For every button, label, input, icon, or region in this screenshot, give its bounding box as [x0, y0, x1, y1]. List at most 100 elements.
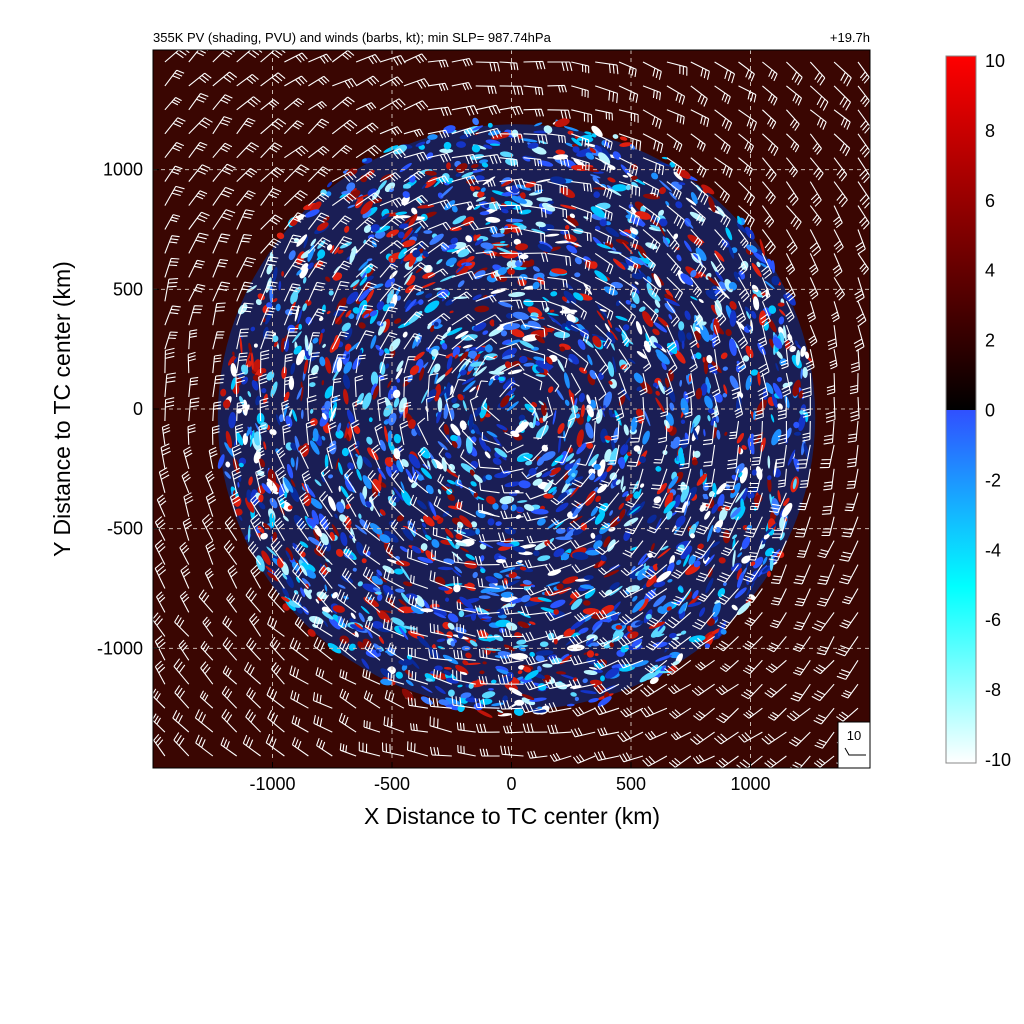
- wind-barb: [417, 447, 429, 470]
- pv-patch: [460, 671, 468, 676]
- pv-patch: [629, 227, 638, 235]
- wind-barb: [626, 444, 644, 467]
- wind-barb: [355, 330, 375, 350]
- wind-barb: [571, 85, 589, 98]
- pv-patch: [600, 675, 605, 682]
- pv-patch: [347, 204, 356, 209]
- wind-barb: [644, 659, 668, 674]
- pv-patch: [301, 562, 316, 573]
- pv-patch: [519, 253, 529, 260]
- wind-barb: [571, 468, 596, 488]
- wind-barb: [499, 299, 524, 309]
- pv-patch: [649, 677, 659, 685]
- wind-barb: [181, 470, 191, 494]
- pv-patch: [398, 658, 413, 666]
- pv-patch: [450, 640, 456, 647]
- pv-patch: [653, 342, 663, 349]
- pv-patch: [372, 587, 381, 592]
- wind-barb: [741, 683, 763, 700]
- pv-patch: [470, 429, 476, 434]
- pv-patch: [309, 498, 323, 509]
- pv-patch: [625, 256, 634, 268]
- pv-patch: [591, 622, 603, 635]
- wind-barb: [365, 592, 381, 613]
- pv-patch: [544, 233, 560, 237]
- wind-barb: [355, 263, 379, 278]
- pv-patch: [356, 305, 363, 321]
- pv-patch: [476, 709, 493, 718]
- pv-patch: [503, 579, 520, 588]
- wind-barb: [385, 592, 405, 613]
- pv-patch: [729, 301, 737, 310]
- pv-patch: [698, 298, 704, 304]
- pv-patch: [589, 147, 597, 154]
- wind-barb: [501, 484, 524, 494]
- wind-barb: [574, 611, 596, 622]
- wind-barb: [762, 85, 778, 106]
- wind-barb: [546, 372, 560, 393]
- wind-barb: [296, 517, 309, 541]
- pv-patch: [377, 321, 387, 336]
- pv-patch: [535, 221, 546, 228]
- pv-patch: [639, 671, 654, 683]
- pv-patch: [604, 448, 612, 463]
- wind-barb: [652, 492, 668, 509]
- pv-patch: [288, 600, 302, 608]
- pv-patch: [510, 504, 517, 512]
- pv-patch: [347, 462, 355, 470]
- pv-patch: [612, 258, 626, 270]
- pv-patch: [288, 250, 296, 261]
- pv-patch: [528, 191, 543, 196]
- pv-patch: [442, 654, 459, 665]
- pv-patch: [480, 242, 494, 250]
- wind-barb: [785, 301, 795, 323]
- pv-patch: [736, 320, 746, 331]
- wind-barb: [547, 157, 570, 167]
- wind-barb: [689, 325, 698, 348]
- pv-patch: [290, 479, 296, 488]
- pv-patch: [655, 633, 665, 638]
- wind-barb: [379, 353, 394, 374]
- wind-barb: [307, 352, 320, 374]
- wind-barb: [769, 612, 787, 629]
- pv-patch: [286, 463, 294, 479]
- pv-patch: [545, 581, 561, 587]
- wind-barb: [456, 474, 476, 494]
- pv-patch: [647, 289, 661, 302]
- pv-patch: [800, 368, 803, 380]
- wind-barb: [244, 661, 261, 685]
- pv-patch: [496, 423, 508, 431]
- pv-patch: [520, 138, 538, 143]
- pv-patch: [508, 699, 524, 709]
- wind-barb: [499, 381, 520, 398]
- wind-barb: [283, 258, 306, 278]
- wind-barb: [677, 468, 692, 490]
- wind-barb: [766, 636, 787, 653]
- pv-patch: [570, 598, 583, 610]
- pv-patch: [553, 638, 558, 645]
- pv-patch: [555, 240, 571, 244]
- pv-patch: [680, 485, 690, 503]
- wind-barb: [259, 397, 269, 422]
- pv-patch: [493, 572, 503, 579]
- pv-patch: [541, 202, 556, 212]
- wind-barb: [524, 559, 548, 569]
- wind-barb: [408, 669, 429, 685]
- wind-barb: [497, 674, 524, 685]
- pv-patch: [487, 122, 493, 128]
- wind-barb: [339, 743, 357, 757]
- pv-patch: [290, 362, 296, 375]
- pv-patch: [557, 423, 565, 434]
- pv-patch: [316, 222, 329, 231]
- pv-patch: [437, 489, 442, 495]
- wind-barb: [690, 133, 706, 152]
- pv-patch: [263, 441, 267, 450]
- pv-patch: [465, 683, 470, 688]
- wind-barb: [547, 348, 568, 368]
- wind-barb: [797, 492, 811, 511]
- pv-patch: [420, 467, 432, 479]
- wind-barb: [331, 236, 352, 254]
- pv-patch: [425, 139, 431, 145]
- pv-patch: [718, 557, 726, 564]
- pv-patch: [424, 673, 436, 682]
